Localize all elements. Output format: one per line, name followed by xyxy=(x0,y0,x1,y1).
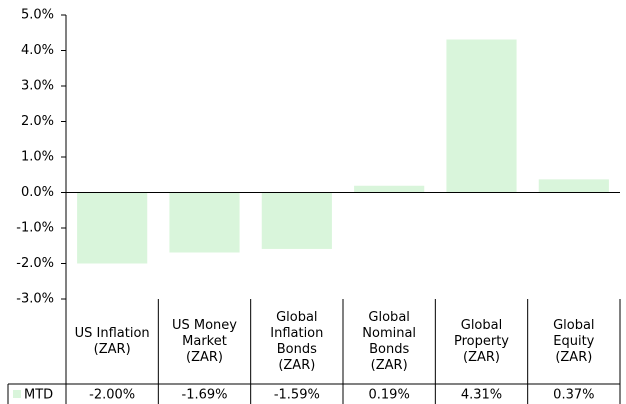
bar xyxy=(538,179,609,193)
y-tick-label: -2.0% xyxy=(16,256,54,271)
category-label: US Money Market (ZAR) xyxy=(171,317,237,365)
category-label: Global Nominal Bonds (ZAR) xyxy=(362,309,417,373)
bar xyxy=(169,192,240,253)
category-label: Global Equity (ZAR) xyxy=(553,317,595,365)
category-label: Global Inflation Bonds (ZAR) xyxy=(270,309,324,373)
bar xyxy=(261,192,332,249)
y-tick-label: 3.0% xyxy=(21,79,54,94)
y-tick-label: -1.0% xyxy=(16,221,54,236)
y-tick-label: 1.0% xyxy=(21,150,54,165)
value-label: -1.69% xyxy=(182,388,228,403)
category-label: Global Property (ZAR) xyxy=(453,317,509,365)
y-tick-label: 5.0% xyxy=(21,8,54,23)
value-label: -1.59% xyxy=(274,388,320,403)
bar xyxy=(77,192,148,264)
category-label: US Inflation (ZAR) xyxy=(74,325,150,357)
y-tick-label: 0.0% xyxy=(21,185,54,200)
value-label: 0.37% xyxy=(553,388,594,403)
y-tick-label: 4.0% xyxy=(21,43,54,58)
y-tick-label: 2.0% xyxy=(21,114,54,129)
value-label: 0.19% xyxy=(369,388,410,403)
legend-swatch xyxy=(13,390,21,398)
value-label: -2.00% xyxy=(89,388,135,403)
value-label: 4.31% xyxy=(461,388,502,403)
legend-label: MTD xyxy=(24,388,53,403)
y-tick-label: -3.0% xyxy=(16,292,54,307)
bar xyxy=(446,39,517,193)
bar xyxy=(354,185,425,193)
